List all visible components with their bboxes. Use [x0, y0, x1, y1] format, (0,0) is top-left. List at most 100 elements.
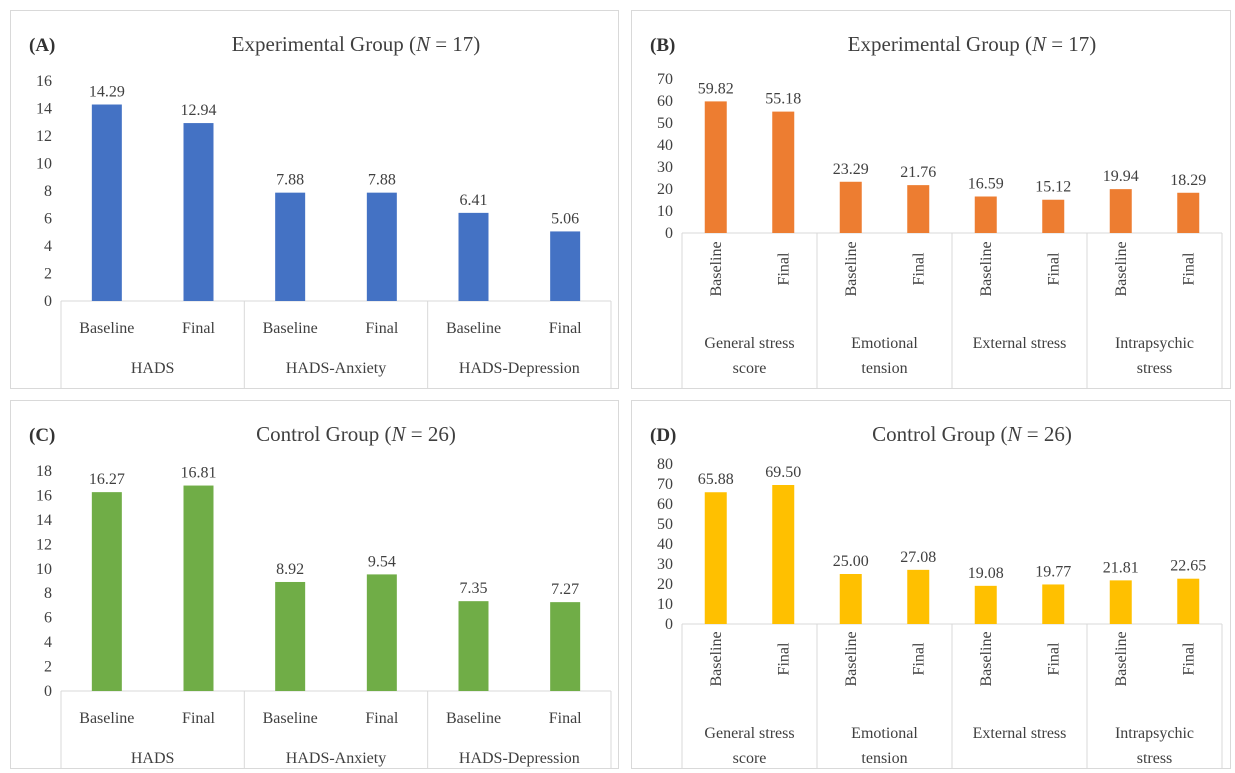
y-tick-label: 12	[36, 536, 52, 553]
category-label: Final	[775, 252, 792, 285]
data-label: 14.29	[89, 84, 125, 101]
chart-title-n: N	[1031, 32, 1047, 56]
data-label: 16.59	[968, 176, 1004, 193]
data-label: 12.94	[181, 102, 217, 119]
y-tick-label: 10	[36, 156, 52, 173]
bar	[183, 123, 214, 301]
y-tick-label: 6	[44, 211, 52, 228]
category-label: Final	[910, 252, 927, 285]
y-tick-label: 10	[36, 561, 52, 578]
bar	[275, 192, 306, 301]
bar	[1042, 584, 1065, 624]
y-tick-label: 0	[44, 683, 52, 700]
chart-title-main: Experimental Group (	[232, 32, 416, 56]
bar	[91, 104, 122, 301]
data-label: 22.65	[1170, 558, 1206, 575]
data-label: 16.81	[181, 465, 217, 482]
chart-title-main: Control Group (	[256, 422, 391, 446]
group-label: External stress	[973, 335, 1067, 352]
data-label: 19.77	[1035, 563, 1071, 580]
y-tick-label: 20	[657, 181, 673, 198]
y-tick-label: 70	[657, 71, 673, 88]
data-label: 6.41	[460, 192, 488, 209]
category-label: Final	[775, 642, 792, 675]
chart-a-svg: (A) Experimental Group (N = 17) 0 2 4 6 8 10 12 1…	[29, 32, 612, 388]
category-label: Baseline	[446, 320, 501, 337]
category-label: Baseline	[708, 241, 725, 296]
category-label: Baseline	[978, 241, 995, 296]
bar	[772, 485, 795, 624]
y-tick-label: 30	[657, 556, 673, 573]
y-tick-label: 10	[657, 596, 673, 613]
panel-label: (B)	[650, 35, 675, 56]
group-label: HADS-Anxiety	[286, 750, 386, 767]
bar	[458, 601, 489, 691]
bar	[91, 492, 122, 691]
bar	[772, 111, 795, 233]
y-tick-label: 2	[44, 659, 52, 676]
data-label: 16.27	[89, 471, 125, 488]
group-label: HADS-Depression	[459, 750, 580, 767]
y-tick-label: 40	[657, 536, 673, 553]
y-tick-label: 0	[665, 616, 673, 633]
bar	[1177, 578, 1200, 624]
chart-title-n: N	[390, 422, 406, 446]
chart-title-rest: = 26)	[406, 422, 456, 446]
data-label: 7.27	[551, 581, 579, 598]
category-label: Baseline	[843, 241, 860, 296]
y-tick-label: 16	[36, 487, 52, 504]
chart-title: Control Group (N = 26)	[872, 422, 1072, 446]
y-tick-label: 14	[36, 101, 52, 118]
y-tick-label: 40	[657, 137, 673, 154]
y-tick-label: 4	[44, 634, 52, 651]
data-label: 25.00	[833, 553, 869, 570]
category-label: Final	[1045, 252, 1062, 285]
bar	[1177, 192, 1200, 233]
data-label: 55.18	[765, 91, 801, 108]
group-label: HADS	[131, 360, 175, 377]
bar	[907, 569, 930, 624]
bar	[458, 212, 489, 301]
y-tick-label: 6	[44, 610, 52, 627]
data-label: 69.50	[765, 464, 801, 481]
data-label: 19.08	[968, 565, 1004, 582]
category-label: Baseline	[978, 631, 995, 686]
data-label: 23.29	[833, 161, 869, 178]
group-label: Emotional	[851, 725, 918, 742]
group-label: score	[733, 750, 767, 767]
group-label: tension	[861, 360, 907, 377]
data-label: 18.29	[1170, 172, 1206, 189]
data-label: 7.88	[276, 172, 304, 189]
panel-label: (C)	[29, 425, 55, 446]
category-label: Final	[1180, 642, 1197, 675]
chart-title-rest: = 17)	[1046, 32, 1096, 56]
chart-panel-b: (B) Experimental Group (N = 17) 0 10 20 30 40 5…	[631, 10, 1231, 389]
chart-panel-c: (C) Control Group (N = 26) 0 2 4 6 8 10 12 14 16 18…	[10, 400, 619, 769]
group-label: tension	[861, 750, 907, 767]
bar	[550, 602, 581, 691]
bar	[907, 185, 930, 233]
group-label: Intrapsychic	[1115, 725, 1194, 742]
bar	[704, 492, 727, 624]
data-label: 59.82	[698, 80, 734, 97]
data-label: 21.81	[1103, 559, 1139, 576]
chart-b-svg: (B) Experimental Group (N = 17) 0 10 20 30 40 5…	[650, 32, 1223, 388]
chart-title: Experimental Group (N = 17)	[232, 32, 481, 56]
group-label: HADS	[131, 750, 175, 767]
chart-panel-a: (A) Experimental Group (N = 17) 0 2 4 6 8 10 12 1…	[10, 10, 619, 389]
y-tick-label: 14	[36, 512, 52, 529]
bar	[704, 101, 727, 234]
category-label: Final	[1045, 642, 1062, 675]
chart-title-main: Experimental Group (	[848, 32, 1032, 56]
chart-panel-d: (D) Control Group (N = 26) 0 10 20 30 40 50 60 70…	[631, 400, 1231, 769]
bar	[366, 574, 397, 691]
chart-c-svg: (C) Control Group (N = 26) 0 2 4 6 8 10 12 14 16 18…	[29, 422, 612, 768]
category-label: Baseline	[79, 710, 134, 727]
y-tick-label: 80	[657, 456, 673, 473]
y-tick-label: 12	[36, 128, 52, 145]
category-label: Final	[182, 710, 215, 727]
bar	[550, 231, 581, 301]
group-label: HADS-Depression	[459, 360, 580, 377]
group-label: General stress	[704, 725, 794, 742]
chart-title: Control Group (N = 26)	[256, 422, 456, 446]
